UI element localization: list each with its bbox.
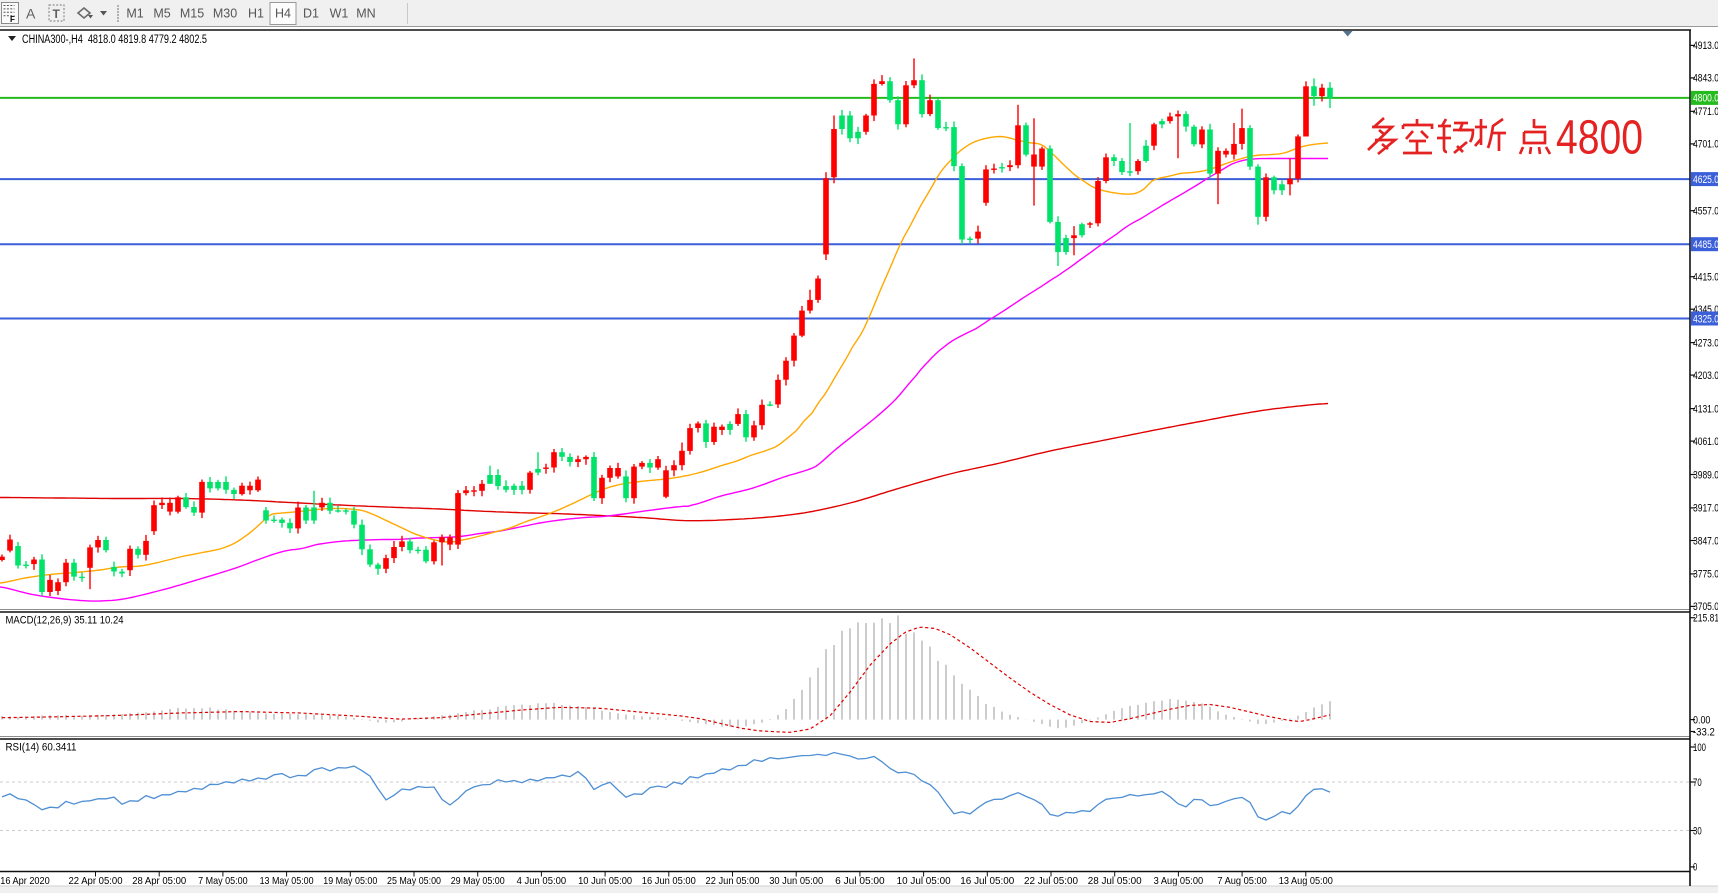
svg-text:MN: MN	[356, 7, 375, 21]
svg-text:19 May 05:00: 19 May 05:00	[323, 875, 377, 887]
svg-text:16 Jun 05:00: 16 Jun 05:00	[642, 875, 696, 887]
svg-text:10 Jun 05:00: 10 Jun 05:00	[578, 875, 632, 887]
svg-text:3989.0: 3989.0	[1693, 469, 1718, 481]
svg-text:3917.0: 3917.0	[1693, 503, 1718, 515]
svg-text:28 Apr 05:00: 28 Apr 05:00	[132, 875, 186, 887]
svg-text:3775.0: 3775.0	[1693, 569, 1718, 581]
svg-text:M30: M30	[213, 7, 237, 21]
svg-text:F: F	[10, 15, 15, 24]
svg-text:3 Aug 05:00: 3 Aug 05:00	[1154, 875, 1204, 887]
svg-text:4625.0: 4625.0	[1693, 174, 1718, 186]
svg-text:H4: H4	[275, 7, 291, 21]
svg-text:100: 100	[1693, 742, 1706, 754]
svg-text:16 Apr 2020: 16 Apr 2020	[0, 875, 50, 887]
svg-text:T: T	[53, 7, 61, 21]
svg-text:4131.0: 4131.0	[1693, 403, 1718, 415]
svg-text:RSI(14) 60.3411: RSI(14) 60.3411	[6, 742, 77, 754]
svg-text:0: 0	[1693, 862, 1697, 874]
svg-text:4913.0: 4913.0	[1693, 40, 1718, 52]
svg-text:29 May 05:00: 29 May 05:00	[451, 875, 505, 887]
svg-text:7 May 05:00: 7 May 05:00	[198, 875, 248, 887]
svg-text:4 Jun 05:00: 4 Jun 05:00	[517, 875, 567, 887]
svg-text:H1: H1	[248, 7, 264, 21]
svg-text:3705.0: 3705.0	[1693, 601, 1718, 613]
svg-text:W1: W1	[330, 7, 349, 21]
svg-text:4273.0: 4273.0	[1693, 337, 1718, 349]
svg-text:4203.0: 4203.0	[1693, 370, 1718, 382]
svg-text:M5: M5	[153, 7, 170, 21]
svg-text:25 May 05:00: 25 May 05:00	[387, 875, 441, 887]
svg-text:4771.0: 4771.0	[1693, 106, 1718, 118]
svg-text:30 Jun 05:00: 30 Jun 05:00	[769, 875, 823, 887]
svg-text:3847.0: 3847.0	[1693, 535, 1718, 547]
svg-text:22 Jul 05:00: 22 Jul 05:00	[1024, 875, 1078, 887]
svg-text:215.81: 215.81	[1693, 613, 1718, 625]
svg-text:4485.0: 4485.0	[1693, 239, 1718, 251]
svg-text:4800.0: 4800.0	[1693, 93, 1718, 105]
svg-text:30: 30	[1693, 825, 1702, 837]
svg-text:10 Jul 05:00: 10 Jul 05:00	[897, 875, 951, 887]
svg-text:6 Jul 05:00: 6 Jul 05:00	[835, 875, 885, 887]
svg-text:70: 70	[1693, 777, 1702, 789]
svg-text:M1: M1	[126, 7, 143, 21]
svg-text:22 Jun 05:00: 22 Jun 05:00	[706, 875, 760, 887]
svg-text:CHINA300-,H4 4818.0 4819.8 47: CHINA300-,H4 4818.0 4819.8 4779.2 4802.5	[22, 34, 207, 46]
svg-text:7 Aug 05:00: 7 Aug 05:00	[1217, 875, 1267, 887]
svg-text:4325.0: 4325.0	[1693, 313, 1718, 325]
svg-text:28 Jul 05:00: 28 Jul 05:00	[1088, 875, 1142, 887]
svg-text:-33.2: -33.2	[1693, 726, 1715, 738]
svg-text:A: A	[26, 6, 36, 22]
svg-text:4061.0: 4061.0	[1693, 436, 1718, 448]
svg-text:4701.0: 4701.0	[1693, 139, 1718, 151]
svg-text:0.00: 0.00	[1693, 714, 1710, 726]
svg-text:13 May 05:00: 13 May 05:00	[260, 875, 314, 887]
svg-text:M15: M15	[180, 7, 204, 21]
svg-text:4800: 4800	[1556, 112, 1643, 165]
svg-text:4843.0: 4843.0	[1693, 73, 1718, 85]
svg-text:MACD(12,26,9) 35.11 10.24: MACD(12,26,9) 35.11 10.24	[6, 615, 124, 627]
svg-text:13 Aug 05:00: 13 Aug 05:00	[1279, 875, 1333, 887]
svg-text:4415.0: 4415.0	[1693, 272, 1718, 284]
svg-text:4557.0: 4557.0	[1693, 206, 1718, 218]
svg-text:16 Jul 05:00: 16 Jul 05:00	[960, 875, 1014, 887]
svg-text:D1: D1	[303, 7, 319, 21]
svg-text:22 Apr 05:00: 22 Apr 05:00	[69, 875, 123, 887]
